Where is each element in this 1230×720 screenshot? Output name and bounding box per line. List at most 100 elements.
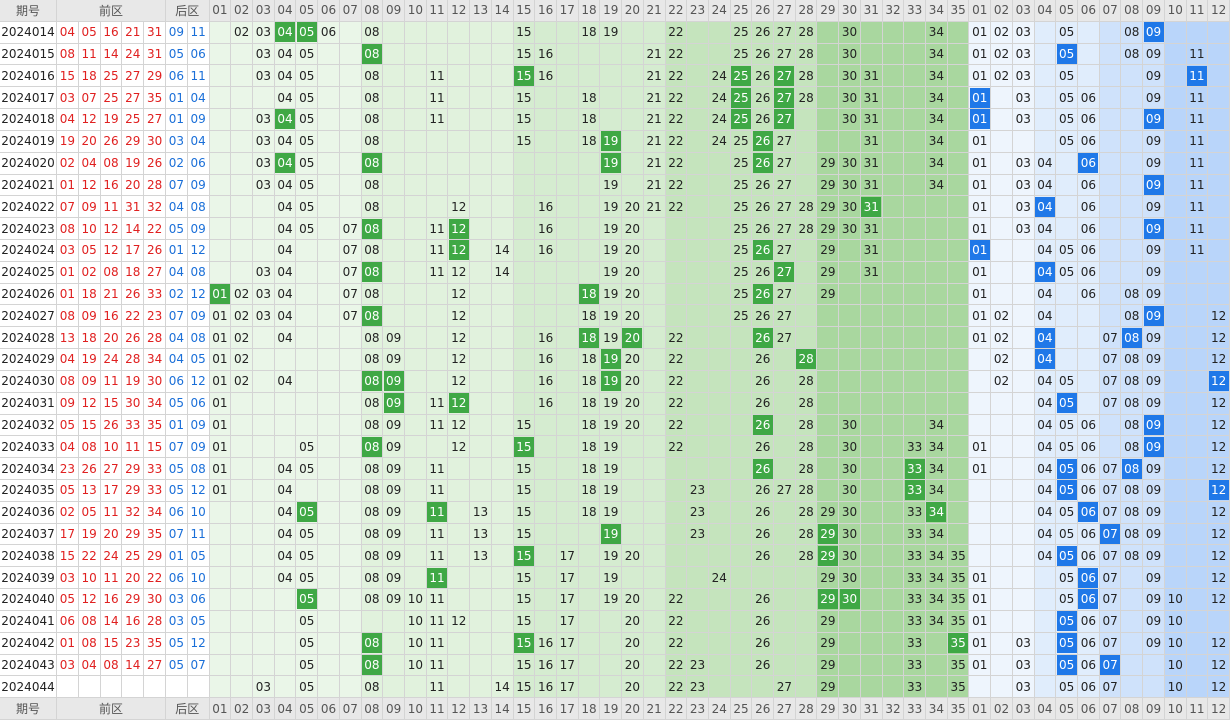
front-cell: [404, 240, 427, 262]
cell-text: 23: [146, 308, 163, 323]
back-cell: [969, 676, 992, 699]
cell-text: 19: [603, 177, 619, 192]
front-cell: [318, 458, 340, 480]
front-cell: 01: [209, 305, 232, 328]
back-cell: [1012, 349, 1035, 371]
front-cell: [860, 545, 883, 568]
cell-text: 14: [125, 221, 141, 236]
front-cell: 05: [296, 43, 319, 66]
front-draw: 04: [78, 152, 101, 175]
cell-text: 25: [733, 156, 749, 171]
front-cell: [947, 21, 970, 44]
front-cell: 25: [730, 130, 753, 153]
cell-text: 34: [928, 701, 945, 716]
front-cell: [535, 567, 557, 590]
cell-text: 35: [146, 90, 163, 105]
front-draw: 11: [100, 196, 123, 219]
cell-text: 29: [125, 461, 141, 476]
cell-text: 30: [841, 25, 858, 40]
cell-text: 16: [537, 657, 554, 672]
back-cell: 01: [969, 130, 992, 153]
back-cell: [1186, 676, 1209, 699]
cell-text: 20: [624, 243, 641, 258]
cell-text: 05: [299, 90, 315, 105]
back-cell: 09: [1143, 523, 1165, 546]
footer-back-number: 05: [1056, 698, 1079, 720]
cell-text: 29: [146, 68, 163, 83]
cell-text: 26: [103, 134, 119, 149]
cell-text: 26: [752, 240, 773, 261]
back-cell: [1056, 305, 1079, 328]
front-cell: [231, 218, 253, 240]
back-cell: 08: [1121, 523, 1144, 546]
front-cell: 01: [209, 327, 232, 350]
front-cell: [318, 283, 340, 306]
front-cell: [708, 501, 731, 524]
front-cell: [231, 545, 253, 568]
front-draw: 14: [122, 218, 145, 240]
cell-text: 05: [299, 199, 315, 214]
front-cell: 04: [274, 545, 297, 568]
cell-text: 09: [385, 417, 402, 432]
footer-front-number: 24: [708, 698, 731, 720]
front-cell: [730, 436, 753, 459]
cell-text: 09: [1145, 156, 1162, 171]
front-hit: 26: [752, 458, 775, 480]
back-hit: 12: [1208, 370, 1230, 393]
front-cell: 04: [274, 370, 297, 393]
back-cell: 06: [1078, 218, 1100, 240]
footer-front-number: 07: [339, 698, 362, 720]
back-draw: 05: [187, 610, 210, 633]
front-cell: 31: [860, 218, 883, 240]
cell-text: 01: [212, 417, 228, 432]
front-cell: 15: [513, 654, 536, 677]
back-cell: [1099, 152, 1122, 175]
front-cell: [622, 523, 644, 546]
front-cell: 34: [926, 174, 948, 197]
front-cell: 18: [578, 414, 601, 437]
footer-back-number: 03: [1012, 698, 1035, 720]
front-draw: 03: [57, 240, 79, 262]
cell-text: 09: [81, 308, 97, 323]
cell-text: 01: [972, 614, 988, 629]
cell-text: 05: [190, 614, 206, 629]
header-front-number: 09: [383, 0, 405, 22]
cell-text: 04: [168, 330, 185, 345]
back-cell: 08: [1121, 21, 1144, 44]
cell-text: 15: [516, 134, 532, 149]
cell-text: 04: [277, 3, 293, 18]
cell-text: 14: [494, 701, 510, 716]
front-cell: 08: [361, 589, 384, 611]
cell-text: 06: [168, 68, 185, 83]
back-hit: 09: [1143, 21, 1165, 44]
front-cell: 28: [795, 501, 818, 524]
back-draw: 12: [187, 283, 210, 306]
front-cell: [947, 43, 970, 66]
front-cell: 18: [578, 392, 601, 415]
back-cell: [991, 174, 1013, 197]
cell-text: 18: [81, 68, 97, 83]
front-cell: [231, 676, 253, 699]
front-cell: [339, 610, 362, 633]
front-cell: 15: [513, 458, 536, 480]
footer-front-number: 28: [795, 698, 818, 720]
issue: 2024044: [0, 676, 57, 699]
cell-text: 01: [212, 701, 228, 716]
front-cell: 34: [926, 523, 948, 546]
back-cell: 09: [1143, 283, 1165, 306]
front-draw: 01: [57, 174, 79, 197]
front-cell: 13: [470, 501, 492, 524]
front-cell: [383, 654, 405, 677]
cell-text: 31: [863, 177, 879, 192]
cell-text: 06: [1080, 287, 1096, 302]
cell-text: 30: [841, 439, 858, 454]
front-hit: 04: [274, 21, 297, 44]
front-cell: 25: [730, 43, 753, 66]
front-cell: [708, 414, 731, 437]
back-cell: 07: [1099, 567, 1122, 590]
front-cell: 30: [839, 174, 861, 197]
front-cell: [470, 218, 492, 240]
cell-text: 34: [928, 156, 945, 171]
cell-text: 12: [451, 352, 467, 367]
back-draw: 11: [187, 523, 210, 546]
